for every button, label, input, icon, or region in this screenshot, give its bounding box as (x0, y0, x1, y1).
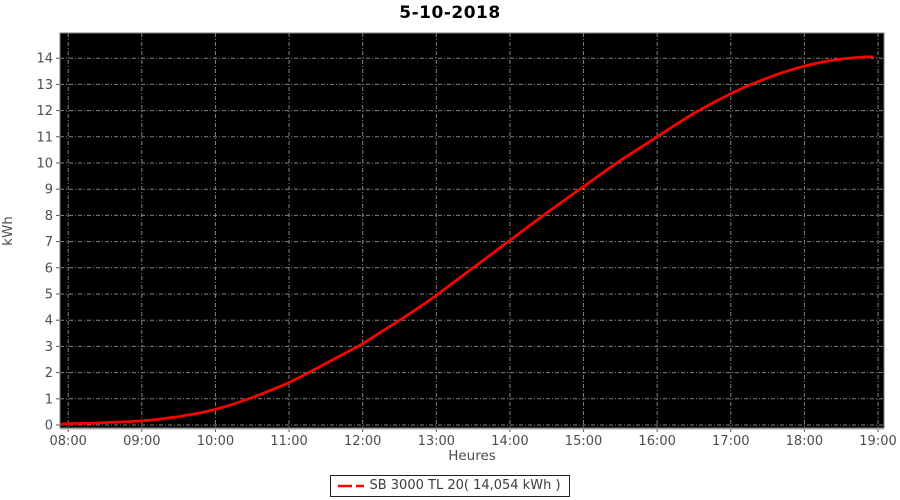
y-tick-label: 4 (45, 314, 53, 329)
y-tick-label: 2 (45, 366, 53, 381)
legend: SB 3000 TL 20( 14,054 kWh ) (0, 475, 900, 497)
x-tick-label: 18:00 (786, 434, 823, 449)
y-tick-label: 13 (36, 78, 53, 93)
plot-background (60, 33, 884, 428)
y-tick-label: 3 (45, 340, 53, 355)
y-tick-label: 10 (36, 157, 53, 172)
y-tick-label: 11 (36, 130, 53, 145)
y-tick-label: 9 (45, 183, 53, 198)
y-tick-label: 12 (36, 104, 53, 119)
x-tick-label: 08:00 (49, 434, 86, 449)
y-tick-label: 14 (36, 52, 53, 67)
series-line (60, 55, 874, 426)
x-tick-label: 11:00 (270, 434, 307, 449)
y-tick-label: 0 (45, 419, 53, 434)
x-tick-label: 10:00 (197, 434, 234, 449)
plot-border (59, 32, 885, 429)
x-tick-label: 12:00 (344, 434, 381, 449)
chart-title: 5-10-2018 (399, 3, 501, 23)
legend-label: SB 3000 TL 20( 14,054 kWh ) (369, 478, 561, 493)
y-tick-label: 1 (45, 392, 53, 407)
legend-box: SB 3000 TL 20( 14,054 kWh ) (330, 475, 570, 497)
x-tick-label: 14:00 (491, 434, 528, 449)
x-tick-label: 19:00 (859, 434, 896, 449)
y-axis-title: kWh (0, 216, 16, 246)
y-tick-label: 7 (45, 235, 53, 250)
x-tick-label: 09:00 (123, 434, 160, 449)
series-line-marker-icon (338, 484, 365, 487)
y-tick-label: 6 (45, 261, 53, 276)
x-axis-title: Heures (448, 448, 496, 464)
x-tick-label: 15:00 (565, 434, 602, 449)
x-tick-label: 13:00 (418, 434, 455, 449)
y-tick-label: 5 (45, 288, 53, 303)
y-tick-label: 8 (45, 209, 53, 224)
x-tick-label: 17:00 (712, 434, 749, 449)
x-tick-label: 16:00 (638, 434, 675, 449)
